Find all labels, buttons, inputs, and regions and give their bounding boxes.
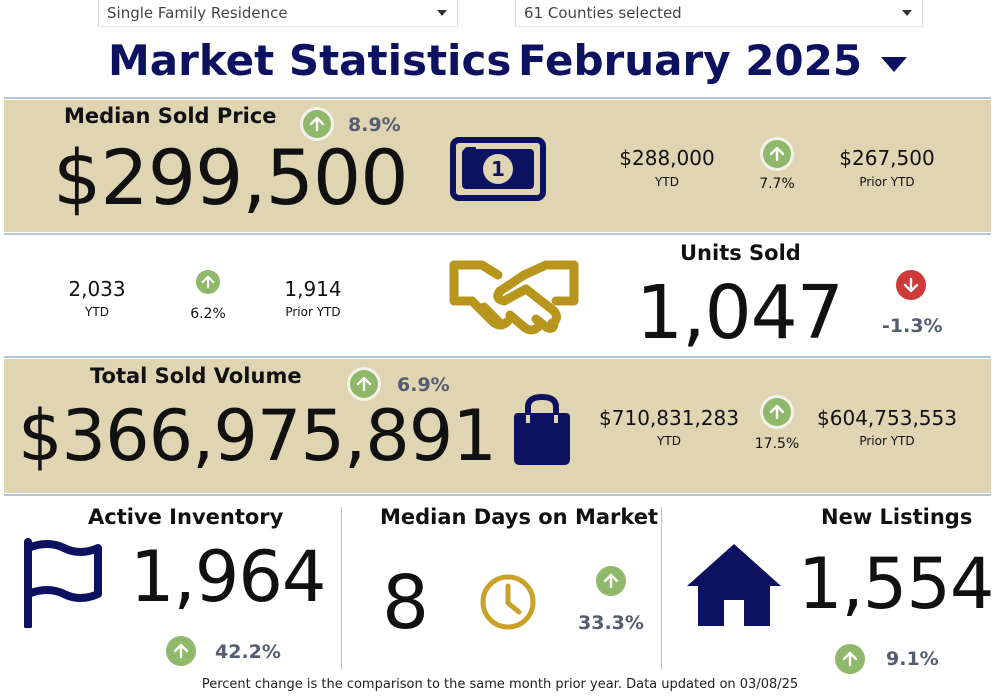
property-type-value: Single Family Residence <box>107 4 288 22</box>
up-arrow-icon <box>596 566 626 596</box>
property-type-dropdown[interactable]: Single Family Residence <box>98 0 458 27</box>
clock-icon <box>478 572 538 636</box>
footer-note: Percent change is the comparison to the … <box>201 677 799 692</box>
handshake-icon <box>448 255 580 339</box>
median-days-on-market-change: 33.3% <box>578 612 644 634</box>
median-sold-price-ytd-value: $288,000 <box>619 146 715 170</box>
median-days-on-market-label: Median Days on Market <box>380 505 659 529</box>
chevron-down-icon <box>437 10 447 16</box>
divider <box>4 356 991 358</box>
up-arrow-icon <box>166 636 196 666</box>
chevron-down-icon <box>902 10 912 16</box>
total-sold-volume-label: Total Sold Volume <box>90 364 302 388</box>
total-sold-volume-ytd-value: $710,831,283 <box>599 406 739 430</box>
median-sold-price-prior-ytd-value: $267,500 <box>839 146 935 170</box>
median-sold-price-change: 8.9% <box>348 114 401 136</box>
up-arrow-icon <box>350 370 378 398</box>
units-sold-change: -1.3% <box>882 315 943 337</box>
down-arrow-icon <box>896 270 926 300</box>
total-sold-volume-ytd-label: YTD <box>657 434 681 448</box>
units-sold-ytd-value: 2,033 <box>68 277 126 301</box>
divider <box>4 97 991 99</box>
period-dropdown-caret-icon[interactable] <box>881 57 907 72</box>
page-title: Market Statistics <box>108 36 512 85</box>
units-sold-label: Units Sold <box>680 241 801 265</box>
counties-value: 61 Counties selected <box>524 4 682 22</box>
units-sold-prior-ytd-label: Prior YTD <box>285 305 341 319</box>
up-arrow-icon <box>835 644 865 674</box>
divider <box>4 494 991 496</box>
shopping-bag-icon <box>508 393 576 471</box>
new-listings-label: New Listings <box>821 505 973 529</box>
svg-text:1: 1 <box>491 157 505 181</box>
units-sold-ytd-change: 6.2% <box>190 306 226 322</box>
active-inventory-label: Active Inventory <box>88 505 284 529</box>
new-listings-change: 9.1% <box>886 648 939 670</box>
up-arrow-icon <box>196 270 220 294</box>
median-sold-price-ytd-label: YTD <box>655 175 679 189</box>
column-separator <box>661 507 662 670</box>
total-sold-volume-value: $366,975,891 <box>18 395 497 477</box>
period-title: February 2025 <box>518 36 863 85</box>
total-sold-volume-change: 6.9% <box>397 374 450 396</box>
units-sold-value: 1,047 <box>636 270 844 356</box>
units-sold-prior-ytd-value: 1,914 <box>284 277 342 301</box>
median-sold-price-label: Median Sold Price <box>64 104 277 128</box>
up-arrow-icon <box>303 110 331 138</box>
house-icon <box>684 540 784 632</box>
total-sold-volume-prior-ytd-label: Prior YTD <box>859 434 915 448</box>
divider <box>4 233 991 235</box>
money-bill-icon: 1 <box>450 137 546 205</box>
up-arrow-icon <box>763 140 791 168</box>
total-sold-volume-section <box>4 359 991 493</box>
column-separator <box>341 507 342 670</box>
median-sold-price-prior-ytd-label: Prior YTD <box>859 175 915 189</box>
total-sold-volume-prior-ytd-value: $604,753,553 <box>817 406 957 430</box>
up-arrow-icon <box>763 398 791 426</box>
new-listings-value: 1,554 <box>798 543 994 625</box>
units-sold-ytd-label: YTD <box>85 305 109 319</box>
active-inventory-change: 42.2% <box>215 641 281 663</box>
total-sold-volume-ytd-change: 17.5% <box>754 436 800 452</box>
median-days-on-market-value: 8 <box>382 560 429 646</box>
flag-icon <box>22 538 104 632</box>
median-sold-price-value: $299,500 <box>53 133 409 222</box>
active-inventory-value: 1,964 <box>130 536 326 618</box>
median-sold-price-ytd-change: 7.7% <box>759 176 795 192</box>
counties-dropdown[interactable]: 61 Counties selected <box>515 0 923 27</box>
